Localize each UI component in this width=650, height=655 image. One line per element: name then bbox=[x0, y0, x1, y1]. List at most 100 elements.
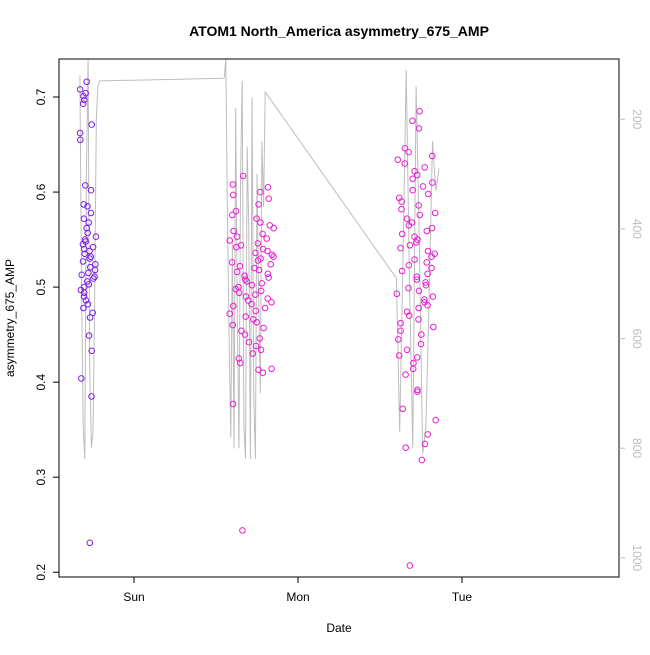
data-point bbox=[428, 224, 436, 232]
data-point bbox=[270, 224, 278, 232]
y-tick-label: 0.3 bbox=[34, 469, 48, 486]
data-point bbox=[255, 201, 262, 208]
data-point bbox=[79, 100, 87, 107]
data-point bbox=[80, 201, 87, 208]
data-point bbox=[428, 253, 435, 261]
data-point bbox=[254, 257, 262, 264]
data-point bbox=[403, 215, 411, 222]
data-point bbox=[77, 136, 84, 144]
data-point bbox=[230, 227, 237, 235]
data-point bbox=[90, 275, 97, 282]
data-point bbox=[241, 272, 248, 280]
data-point bbox=[412, 239, 420, 246]
data-point bbox=[86, 539, 94, 547]
data-point bbox=[248, 281, 256, 289]
data-point bbox=[233, 243, 240, 251]
data-point bbox=[425, 190, 432, 198]
data-point bbox=[398, 205, 405, 213]
data-point bbox=[252, 249, 259, 257]
data-points-group bbox=[76, 78, 440, 569]
y-tick-label: 0.5 bbox=[34, 278, 48, 295]
data-point bbox=[253, 319, 261, 326]
data-point bbox=[258, 280, 266, 287]
data-point bbox=[415, 304, 423, 312]
data-point bbox=[424, 301, 431, 309]
data-point bbox=[229, 191, 237, 199]
data-point bbox=[402, 371, 409, 378]
data-point bbox=[83, 224, 90, 232]
y-tick-label: 0.4 bbox=[34, 373, 48, 390]
data-point bbox=[82, 182, 89, 189]
data-point bbox=[256, 335, 264, 342]
y-axis-label: asymmetry_675_AMP bbox=[3, 259, 17, 377]
data-point bbox=[395, 352, 403, 359]
data-point bbox=[421, 440, 429, 448]
data-point bbox=[430, 323, 437, 331]
data-point bbox=[409, 186, 417, 194]
data-point bbox=[394, 156, 402, 163]
data-point bbox=[85, 332, 93, 339]
data-point bbox=[85, 269, 92, 277]
data-point bbox=[254, 240, 262, 247]
data-point bbox=[86, 255, 93, 262]
data-point bbox=[397, 244, 404, 252]
data-point bbox=[235, 355, 243, 362]
data-point bbox=[259, 230, 266, 238]
data-point bbox=[403, 346, 411, 354]
data-point bbox=[80, 215, 88, 222]
data-point bbox=[80, 293, 88, 300]
data-point bbox=[239, 527, 246, 534]
data-point bbox=[235, 289, 243, 297]
data-point bbox=[87, 209, 95, 217]
data-point bbox=[429, 152, 436, 160]
data-point bbox=[415, 125, 423, 132]
chart-title: ATOM1 North_America asymmetry_675_AMP bbox=[189, 23, 489, 39]
data-point bbox=[268, 251, 276, 259]
data-point bbox=[252, 342, 260, 350]
data-point bbox=[264, 184, 272, 191]
data-point bbox=[260, 324, 267, 332]
x-tick-label: Tue bbox=[452, 590, 473, 604]
x-axis-label: Date bbox=[326, 621, 352, 635]
data-point bbox=[88, 347, 95, 355]
data-point bbox=[268, 365, 275, 373]
data-point bbox=[409, 117, 416, 125]
data-point bbox=[78, 271, 85, 279]
data-point bbox=[405, 261, 413, 269]
data-point bbox=[428, 264, 435, 272]
data-point bbox=[232, 285, 239, 293]
data-point bbox=[416, 211, 424, 219]
data-point bbox=[255, 266, 263, 274]
data-point bbox=[421, 164, 429, 171]
data-point bbox=[424, 270, 431, 278]
data-point bbox=[265, 195, 273, 202]
data-point bbox=[249, 350, 256, 357]
data-point bbox=[245, 338, 253, 346]
data-point bbox=[418, 456, 426, 464]
data-point bbox=[238, 327, 245, 335]
data-point bbox=[414, 388, 421, 396]
data-point bbox=[80, 92, 87, 100]
data-point bbox=[406, 562, 414, 569]
data-point bbox=[248, 300, 255, 308]
data-point bbox=[79, 258, 87, 265]
data-point bbox=[88, 121, 95, 128]
data-point bbox=[422, 281, 430, 289]
data-point bbox=[268, 299, 275, 306]
data-point bbox=[411, 256, 418, 263]
data-point bbox=[82, 297, 90, 304]
data-point bbox=[429, 293, 437, 300]
data-point bbox=[252, 307, 259, 315]
y2-tick-label: 400 bbox=[630, 219, 644, 239]
data-point bbox=[267, 261, 275, 268]
data-point bbox=[255, 366, 262, 374]
data-point bbox=[399, 405, 407, 413]
data-point bbox=[229, 400, 237, 408]
data-point bbox=[91, 266, 99, 274]
data-point bbox=[270, 253, 277, 261]
data-point bbox=[405, 222, 413, 229]
data-point bbox=[257, 219, 264, 226]
data-point bbox=[85, 219, 92, 226]
data-point bbox=[393, 290, 401, 298]
data-point bbox=[423, 227, 431, 235]
